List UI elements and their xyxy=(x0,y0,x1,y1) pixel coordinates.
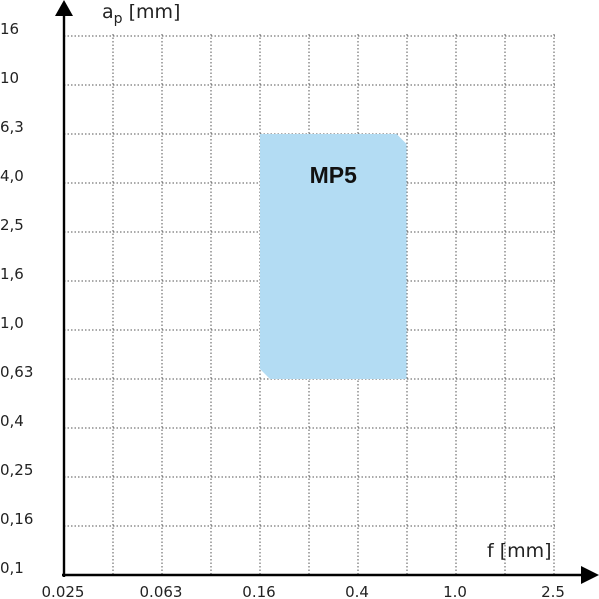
y-tick-label: 10 xyxy=(0,69,19,87)
y-tick-label: 4,0 xyxy=(0,167,24,185)
x-axis-label: f [mm] xyxy=(487,540,552,562)
y-tick-label: 0,16 xyxy=(0,510,33,528)
y-tick-label: 6,3 xyxy=(0,118,24,136)
y-axis-label-unit: [mm] xyxy=(123,1,181,23)
y-tick-label: 0,4 xyxy=(0,412,24,430)
tick-labels: 0,1 0,16 0,25 0,4 0,63 1,0 1,6 2,5 4,0 6,3 10 16 0.0… xyxy=(0,20,565,599)
axes xyxy=(55,0,599,584)
y-tick-label: 2,5 xyxy=(0,216,24,234)
y-axis-label-main: a xyxy=(102,1,114,23)
y-tick-label: 16 xyxy=(0,20,19,38)
y-tick-label: 0,1 xyxy=(0,559,24,577)
y-axis-arrow xyxy=(55,0,73,16)
x-tick-label: 0.4 xyxy=(345,583,369,599)
region-label-mp5: MP5 xyxy=(310,162,358,188)
x-axis-arrow xyxy=(581,566,599,584)
x-tick-label: 1.0 xyxy=(443,583,467,599)
y-tick-label: 0,63 xyxy=(0,363,33,381)
x-tick-label: 2.5 xyxy=(541,583,565,599)
region-mp5 xyxy=(260,134,407,379)
regions: MP5 xyxy=(260,134,407,379)
x-tick-label: 0.16 xyxy=(242,583,275,599)
y-axis-label: ap [mm] xyxy=(102,1,180,27)
y-tick-label: 1,6 xyxy=(0,265,24,283)
y-tick-label: 1,0 xyxy=(0,314,24,332)
y-axis-label-sub: p xyxy=(114,11,123,27)
y-tick-label: 0,25 xyxy=(0,461,33,479)
x-tick-label: 0.025 xyxy=(42,583,85,599)
x-tick-label: 0.063 xyxy=(140,583,183,599)
